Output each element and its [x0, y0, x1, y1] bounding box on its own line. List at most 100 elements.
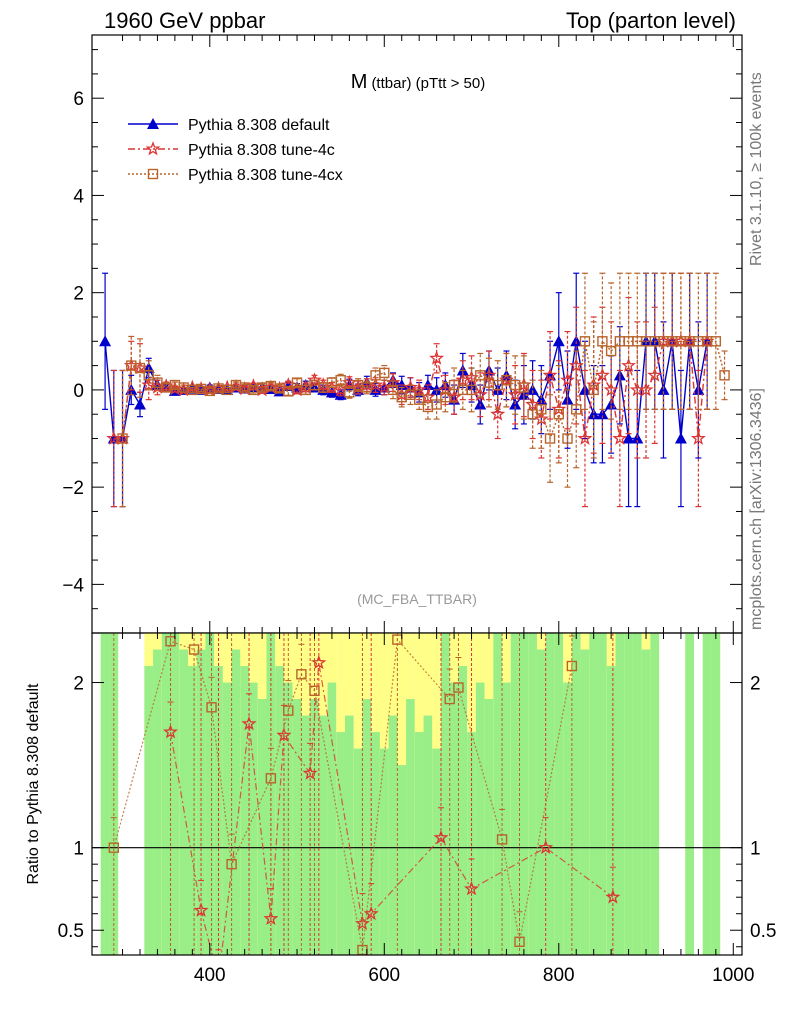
plot-title: M (ttbar) (pTtt > 50): [351, 71, 485, 93]
uncertainty-band-inner: [301, 715, 311, 955]
x-tick-label: 800: [543, 965, 575, 986]
ratio-point: [241, 715, 257, 731]
main-data: [99, 272, 730, 508]
series-3-point: [291, 377, 303, 388]
legend-label: Pythia 8.308 tune-4cx: [188, 167, 343, 184]
series-2-point: [429, 350, 445, 365]
uncertainty-band-inner: [563, 682, 572, 955]
legend-label: Pythia 8.308 tune-4c: [188, 142, 335, 159]
uncertainty-band-inner: [641, 649, 651, 955]
uncertainty-band-inner: [318, 715, 328, 955]
x-tick-label: 600: [368, 965, 400, 986]
ratio-point: [464, 881, 479, 896]
y-tick-label: 2: [73, 284, 84, 305]
ratio-point: [226, 858, 237, 870]
series-2-point: [690, 430, 706, 445]
series-3-point: [536, 404, 547, 415]
ratio-line: [113, 638, 573, 951]
ratio-point: [309, 685, 320, 696]
uncertainty-band-inner: [310, 699, 319, 955]
uncertainty-band-inner: [528, 633, 537, 955]
uncertainty-band-inner: [196, 649, 206, 955]
uncertainty-band-inner: [458, 666, 468, 955]
uncertainty-band-inner: [161, 633, 171, 955]
uncertainty-band-inner: [615, 633, 625, 955]
ratio-point: [265, 773, 277, 784]
legend-marker: [147, 168, 159, 180]
uncertainty-band-inner: [502, 682, 511, 955]
series-2-point: [568, 357, 584, 373]
ratio-point: [296, 669, 307, 680]
series-2-point: [490, 406, 506, 421]
main-panel: (MC_FBA_TTBAR) M (ttbar) (pTtt > 50) Pythia…: [62, 34, 743, 634]
series-1-point: [631, 432, 644, 444]
uncertainty-band-inner: [257, 699, 267, 955]
uncertainty-band-inner: [711, 633, 721, 955]
x-tick-label: 400: [194, 965, 226, 986]
series-1-point: [587, 408, 600, 420]
ratio-y-tick-label-left: 2: [73, 674, 84, 695]
series-3-point: [431, 399, 442, 410]
uncertainty-band-inner: [240, 666, 250, 955]
series-1-point: [133, 398, 146, 410]
series-3-point: [440, 392, 451, 403]
ratio-series-2: [108, 633, 578, 955]
legend-marker: [147, 118, 159, 129]
series-1-point: [596, 408, 609, 420]
uncertainty-band-inner: [187, 666, 197, 955]
y-tick-label: −4: [62, 575, 84, 596]
y-tick-label: 4: [73, 186, 84, 207]
uncertainty-band-inner: [606, 666, 616, 955]
series-3-point: [117, 433, 128, 444]
series-2-point: [577, 430, 593, 445]
ratio-point: [605, 889, 621, 904]
uncertainty-band-inner: [353, 748, 363, 955]
uncertainty-band-inner: [379, 748, 389, 955]
uncertainty-band-inner: [153, 649, 162, 955]
ratio-point: [263, 910, 279, 925]
ratio-point: [302, 765, 318, 780]
series-3-point: [719, 370, 730, 381]
uncertainty-band-inner: [406, 699, 415, 955]
uncertainty-band-inner: [484, 699, 494, 955]
uncertainty-band-inner: [170, 633, 180, 955]
ratio-point: [566, 660, 578, 672]
ratio-point: [496, 834, 508, 845]
series-3-point: [134, 362, 146, 374]
series-3-point: [588, 384, 599, 396]
uncertainty-band-inner: [650, 633, 660, 955]
series-3-point: [605, 345, 617, 357]
ratio-y-tick-label-right: 0.5: [750, 921, 776, 942]
uncertainty-band-inner: [589, 633, 599, 955]
series-2-point: [560, 372, 575, 387]
series-3-point: [710, 336, 722, 347]
uncertainty-band-inner: [432, 748, 441, 955]
uncertainty-band-inner: [475, 682, 485, 955]
legend-label: Pythia 8.308 default: [188, 117, 330, 134]
plot-title-main: M: [351, 71, 368, 93]
uncertainty-band-inner: [222, 682, 232, 955]
ratio-point: [188, 644, 200, 655]
ratio-bands: [100, 633, 721, 955]
ratio-point: [433, 829, 449, 845]
uncertainty-band-inner: [536, 649, 546, 955]
series-3-point: [562, 433, 573, 444]
ratio-y-tick-label-right: 2: [750, 674, 761, 695]
series-1-point: [552, 335, 565, 347]
series-3-point: [571, 404, 582, 415]
uncertainty-band-inner: [345, 715, 354, 955]
uncertainty-band-inner: [249, 682, 258, 955]
header-right-label: Top (parton level): [566, 8, 736, 33]
ratio-point: [538, 839, 554, 854]
header-left-label: 1960 GeV ppbar: [104, 8, 266, 33]
series-3-point: [518, 382, 530, 393]
series-1-point: [561, 393, 574, 405]
y-tick-label: 0: [73, 381, 84, 402]
y-tick-label: 6: [73, 89, 84, 110]
uncertainty-band-inner: [632, 633, 642, 955]
series-2-point: [542, 367, 558, 382]
ratio-point: [392, 634, 403, 645]
series-3-point: [466, 384, 477, 396]
series-3: [117, 272, 730, 508]
